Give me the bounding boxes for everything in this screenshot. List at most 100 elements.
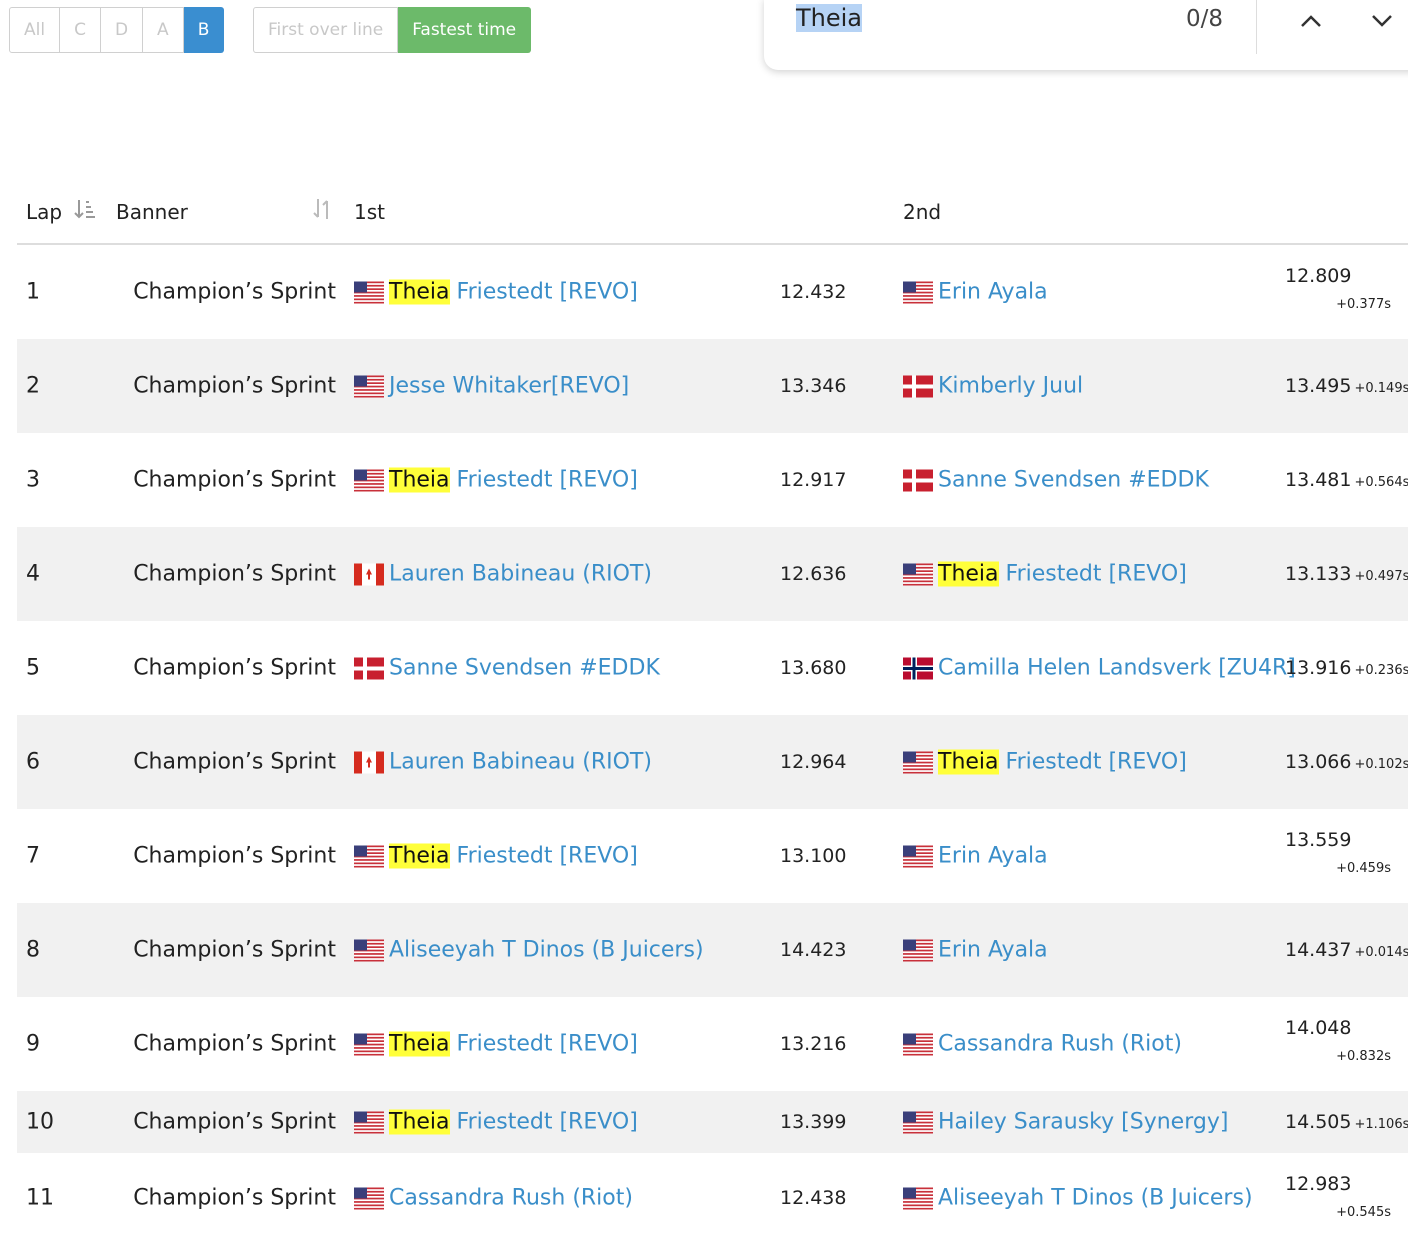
class-button[interactable]: All xyxy=(9,7,61,53)
mode-button[interactable]: Fastest time xyxy=(398,7,532,53)
second-time: 13.916 xyxy=(1285,657,1352,679)
class-button[interactable]: D xyxy=(100,7,144,53)
racer-name-text: Aliseeyah T Dinos (B Juicers) xyxy=(389,937,704,963)
racer-name[interactable]: Theia Friestedt [REVO] xyxy=(938,561,1187,587)
flag xyxy=(354,469,384,491)
racer-name-text: Kimberly Juul xyxy=(938,373,1084,399)
racer: Erin Ayala xyxy=(903,280,1048,305)
racer: Sanne Svendsen #EDDK xyxy=(354,656,660,681)
first-time: 12.432 xyxy=(780,281,847,303)
class-button[interactable]: A xyxy=(143,7,184,53)
racer-name-text: Friestedt [REVO] xyxy=(456,843,638,869)
first-time: 12.438 xyxy=(780,1187,847,1209)
banner: Champion’s Sprint xyxy=(133,561,336,587)
lap: 5 xyxy=(26,655,40,681)
racer-name-text: Camilla Helen Landsverk [ZU4R] xyxy=(938,655,1296,681)
second-time-cell: 13.916 +0.236s xyxy=(1285,657,1408,679)
table-row: 9 Champion’s Sprint Theia Friestedt [REVO]… xyxy=(17,997,1408,1091)
sort-icon[interactable] xyxy=(74,198,96,220)
table-row: 7 Champion’s Sprint Theia Friestedt [REVO]… xyxy=(17,809,1408,903)
flag xyxy=(903,939,933,961)
table-row: 3 Champion’s Sprint Theia Friestedt [REVO]… xyxy=(17,433,1408,527)
flag xyxy=(354,845,384,867)
racer-name-text: Cassandra Rush (Riot) xyxy=(938,1031,1182,1057)
mode-button[interactable]: First over line xyxy=(253,7,399,53)
racer-name[interactable]: Aliseeyah T Dinos (B Juicers) xyxy=(938,1186,1253,1211)
class-button[interactable]: C xyxy=(60,7,101,53)
search-highlight: Theia xyxy=(938,749,999,775)
racer-name[interactable]: Theia Friestedt [REVO] xyxy=(389,1109,638,1135)
racer-name[interactable]: Lauren Babineau (RIOT) xyxy=(389,750,652,775)
flag xyxy=(354,751,384,773)
flag xyxy=(354,657,384,679)
class-button[interactable]: B xyxy=(183,7,225,53)
racer-name[interactable]: Aliseeyah T Dinos (B Juicers) xyxy=(389,938,704,963)
flag xyxy=(903,1111,933,1133)
racer-name[interactable]: Sanne Svendsen #EDDK xyxy=(938,468,1209,493)
find-query[interactable]: Theia xyxy=(796,4,863,32)
sort-icon[interactable] xyxy=(312,197,334,221)
racer-name-text: Hailey Sarausky [Synergy] xyxy=(938,1109,1229,1135)
second-time: 13.495 xyxy=(1285,375,1352,397)
racer-name-text: Cassandra Rush (Riot) xyxy=(389,1185,633,1211)
first-time: 13.216 xyxy=(780,1033,847,1055)
racer-name[interactable]: Jesse Whitaker[REVO] xyxy=(389,374,629,399)
racer-name[interactable]: Theia Friestedt [REVO] xyxy=(389,467,638,493)
racer-name[interactable]: Kimberly Juul xyxy=(938,374,1083,399)
racer-name[interactable]: Theia Friestedt [REVO] xyxy=(938,749,1187,775)
lap: 2 xyxy=(26,373,40,399)
racer-name-text: Erin Ayala xyxy=(938,279,1048,305)
racer-name[interactable]: Lauren Babineau (RIOT) xyxy=(389,562,652,587)
racer-name[interactable]: Sanne Svendsen #EDDK xyxy=(389,656,660,681)
racer-name[interactable]: Hailey Sarausky [Synergy] xyxy=(938,1110,1228,1135)
racer-name[interactable]: Theia Friestedt [REVO] xyxy=(389,843,638,869)
second-time-cell: 14.048 +0.832s xyxy=(1285,1017,1391,1064)
second-time-cell: 14.505 +1.106s xyxy=(1285,1111,1408,1133)
racer-name[interactable]: Erin Ayala xyxy=(938,938,1048,963)
racer-name[interactable]: Camilla Helen Landsverk [ZU4R] xyxy=(938,656,1296,681)
racer-name[interactable]: Cassandra Rush (Riot) xyxy=(938,1032,1182,1057)
find-bar: Theia 0/8 xyxy=(764,0,1408,70)
gap: +0.564s xyxy=(1354,475,1408,490)
mode-filter: First over line Fastest time xyxy=(253,7,532,53)
racer-name[interactable]: Erin Ayala xyxy=(938,844,1048,869)
flag xyxy=(903,657,933,679)
racer-name[interactable]: Cassandra Rush (Riot) xyxy=(389,1186,633,1211)
gap: +0.545s xyxy=(1336,1205,1391,1220)
racer: Theia Friestedt [REVO] xyxy=(903,561,1187,587)
table-header: Lap Banner 1st 2nd xyxy=(17,185,1408,245)
racer: Theia Friestedt [REVO] xyxy=(354,1109,638,1135)
lap: 4 xyxy=(26,561,40,587)
next-match[interactable] xyxy=(1370,13,1394,29)
previous-match[interactable] xyxy=(1299,13,1323,29)
racer: Erin Ayala xyxy=(903,938,1048,963)
racer-name[interactable]: Theia Friestedt [REVO] xyxy=(389,1031,638,1057)
racer: Sanne Svendsen #EDDK xyxy=(903,468,1209,493)
table-row: 11 Champion’s Sprint Cassandra Rush (Riot)… xyxy=(17,1153,1408,1243)
header-banner[interactable]: Banner xyxy=(116,200,188,224)
second-time-cell: 13.559 +0.459s xyxy=(1285,829,1391,876)
racer-name-text: Sanne Svendsen #EDDK xyxy=(938,467,1209,493)
racer: Theia Friestedt [REVO] xyxy=(354,1031,638,1057)
racer-name-text: Friestedt [REVO] xyxy=(456,279,638,305)
table-row: 6 Champion’s Sprint Lauren Babineau (RIOT)… xyxy=(17,715,1408,809)
banner: Champion’s Sprint xyxy=(133,1031,336,1057)
second-time-cell: 12.983 +0.545s xyxy=(1285,1173,1391,1220)
table-row: 5 Champion’s Sprint Sanne Svendsen #EDDK 13… xyxy=(17,621,1408,715)
lap: 3 xyxy=(26,467,40,493)
separator xyxy=(1256,0,1257,54)
gap: +1.106s xyxy=(1354,1117,1408,1132)
second-time: 14.505 xyxy=(1285,1111,1352,1133)
racer-name[interactable]: Theia Friestedt [REVO] xyxy=(389,279,638,305)
second-time-cell: 13.133 +0.497s xyxy=(1285,563,1408,585)
second-time-cell: 13.481 +0.564s xyxy=(1285,469,1408,491)
second-time: 13.559 xyxy=(1285,829,1352,851)
lap: 11 xyxy=(26,1185,54,1211)
header-lap[interactable]: Lap xyxy=(26,200,63,224)
banner: Champion’s Sprint xyxy=(133,937,336,963)
racer-name[interactable]: Erin Ayala xyxy=(938,280,1048,305)
flag xyxy=(354,1187,384,1209)
lap: 1 xyxy=(26,279,40,305)
second-time: 12.809 xyxy=(1285,265,1352,287)
